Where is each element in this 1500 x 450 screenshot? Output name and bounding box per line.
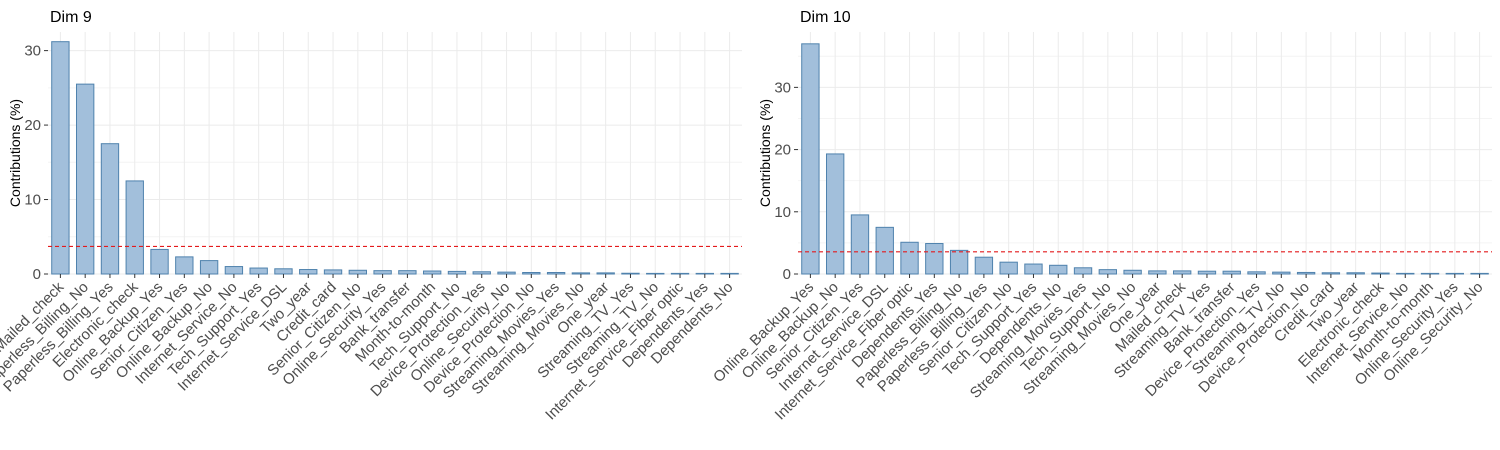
chart-title: Dim 10	[800, 9, 851, 26]
bar	[1073, 267, 1093, 275]
bar	[348, 269, 367, 275]
chart-panel-2: 0102030Online_Backup_YesOnline_Backup_No…	[710, 9, 1492, 423]
bar	[720, 272, 739, 275]
bar	[1445, 272, 1464, 275]
bar	[1396, 272, 1415, 275]
bar	[1346, 272, 1365, 275]
bar	[299, 269, 318, 275]
bar	[596, 272, 615, 275]
bar	[1098, 269, 1117, 275]
bar	[621, 272, 640, 275]
bar	[398, 270, 417, 275]
bar	[224, 266, 244, 275]
bar	[1296, 271, 1316, 275]
bar	[373, 270, 392, 275]
bar	[76, 83, 95, 275]
bar	[274, 268, 293, 275]
y-tick-label: 20	[24, 117, 41, 134]
bar	[1420, 272, 1440, 275]
y-tick-label: 10	[774, 204, 791, 221]
bar	[447, 270, 467, 275]
bar	[646, 272, 665, 275]
bar	[670, 272, 690, 275]
bar	[125, 180, 144, 275]
bar	[875, 226, 894, 275]
bar	[323, 269, 343, 275]
bar	[1272, 271, 1291, 275]
bar	[51, 41, 70, 275]
bar	[850, 214, 870, 275]
y-tick-label: 0	[33, 266, 41, 283]
bar	[826, 153, 845, 275]
bar	[472, 271, 491, 275]
y-tick-label: 20	[774, 142, 791, 159]
y-axis-label: Contributions (%)	[7, 99, 23, 207]
bar	[1173, 270, 1192, 275]
bar	[199, 260, 219, 275]
bar	[1371, 272, 1390, 275]
bar	[1123, 269, 1142, 275]
bar	[801, 43, 820, 275]
bar	[1049, 264, 1068, 275]
bar	[999, 261, 1018, 275]
bar	[546, 272, 566, 275]
bar	[249, 267, 268, 275]
bar	[1222, 270, 1241, 275]
bar	[1321, 272, 1341, 275]
chart-title: Dim 9	[50, 9, 92, 26]
y-tick-label: 30	[24, 43, 41, 60]
bar	[150, 248, 169, 275]
bar	[1247, 271, 1266, 275]
bar	[1148, 270, 1167, 275]
bar	[925, 243, 944, 275]
bar	[900, 241, 919, 275]
bar	[949, 249, 969, 275]
bar	[1197, 270, 1217, 275]
bar	[1470, 272, 1489, 275]
y-tick-label: 10	[24, 192, 41, 209]
bar	[974, 256, 994, 275]
bar	[522, 272, 541, 275]
bar	[695, 272, 714, 275]
chart-panel-1: 0102030Mailed_checkPaperless_Billing_NoP…	[0, 9, 742, 423]
y-axis-label: Contributions (%)	[757, 99, 773, 207]
bar	[423, 270, 442, 275]
bar	[175, 256, 194, 275]
bar	[497, 271, 516, 275]
bar	[571, 272, 591, 275]
y-tick-label: 0	[783, 266, 791, 283]
bar	[1024, 263, 1043, 275]
y-tick-label: 30	[774, 79, 791, 96]
bar	[100, 143, 120, 275]
